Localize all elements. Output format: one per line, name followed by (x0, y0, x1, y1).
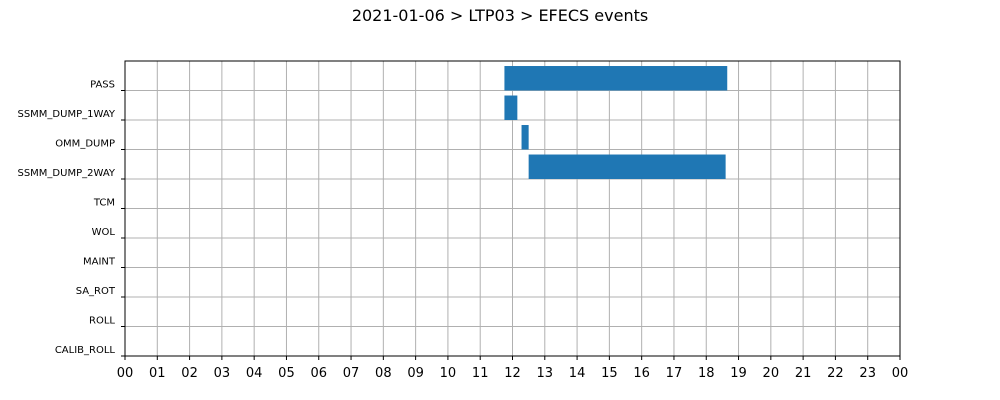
x-tick-label: 06 (310, 366, 327, 381)
x-tick-label: 08 (375, 366, 392, 381)
grid-lines (125, 61, 900, 356)
x-tick-label: 21 (795, 366, 812, 381)
y-tick-label: TCM (93, 198, 115, 209)
x-tick-label: 13 (537, 366, 554, 381)
x-tick-label: 20 (763, 366, 780, 381)
x-tick-label: 00 (892, 366, 909, 381)
x-tick-label: 23 (859, 366, 876, 381)
event-bar-ssmm-dump-2way (528, 154, 726, 179)
x-tick-label: 10 (440, 366, 457, 381)
y-tick-label: SSMM_DUMP_1WAY (17, 109, 115, 120)
y-tick-label: OMM_DUMP (55, 139, 115, 150)
x-tick-label: 19 (730, 366, 747, 381)
event-bar-pass (504, 66, 728, 91)
y-tick-label: WOL (92, 227, 116, 238)
x-tick-label: 09 (407, 366, 424, 381)
x-tick-label: 03 (214, 366, 231, 381)
event-bar-omm-dump (521, 125, 529, 150)
x-tick-label: 15 (601, 366, 618, 381)
x-tick-label: 07 (343, 366, 360, 381)
y-tick-label: SSMM_DUMP_2WAY (17, 168, 115, 179)
y-tick-label: SA_ROT (76, 286, 116, 297)
chart-title: 2021-01-06 > LTP03 > EFECS events (351, 6, 649, 25)
y-tick-label: MAINT (83, 257, 116, 268)
x-tick-label: 01 (149, 366, 166, 381)
x-tick-label: 00 (117, 366, 134, 381)
event-bars (504, 66, 728, 179)
y-tick-label: CALIB_ROLL (55, 345, 116, 356)
y-tick-label: ROLL (89, 316, 115, 327)
x-tick-label: 04 (246, 366, 263, 381)
y-axis: PASS SSMM_DUMP_1WAY OMM_DUMP SSMM_DUMP_2WAY… (17, 80, 125, 357)
x-tick-label: 05 (278, 366, 295, 381)
x-tick-label: 14 (569, 366, 586, 381)
y-tick-label: PASS (90, 80, 115, 91)
x-tick-label: 16 (633, 366, 650, 381)
x-tick-label: 02 (181, 366, 198, 381)
x-axis: 00 01 02 03 04 05 06 07 08 09 10 11 12 13 14 15 16 17 18 19… (117, 356, 909, 381)
x-tick-label: 11 (472, 366, 489, 381)
x-tick-label: 12 (504, 366, 521, 381)
x-tick-label: 17 (666, 366, 683, 381)
event-bar-ssmm-dump-1way (504, 95, 518, 120)
x-tick-label: 22 (827, 366, 844, 381)
x-tick-label: 18 (698, 366, 715, 381)
